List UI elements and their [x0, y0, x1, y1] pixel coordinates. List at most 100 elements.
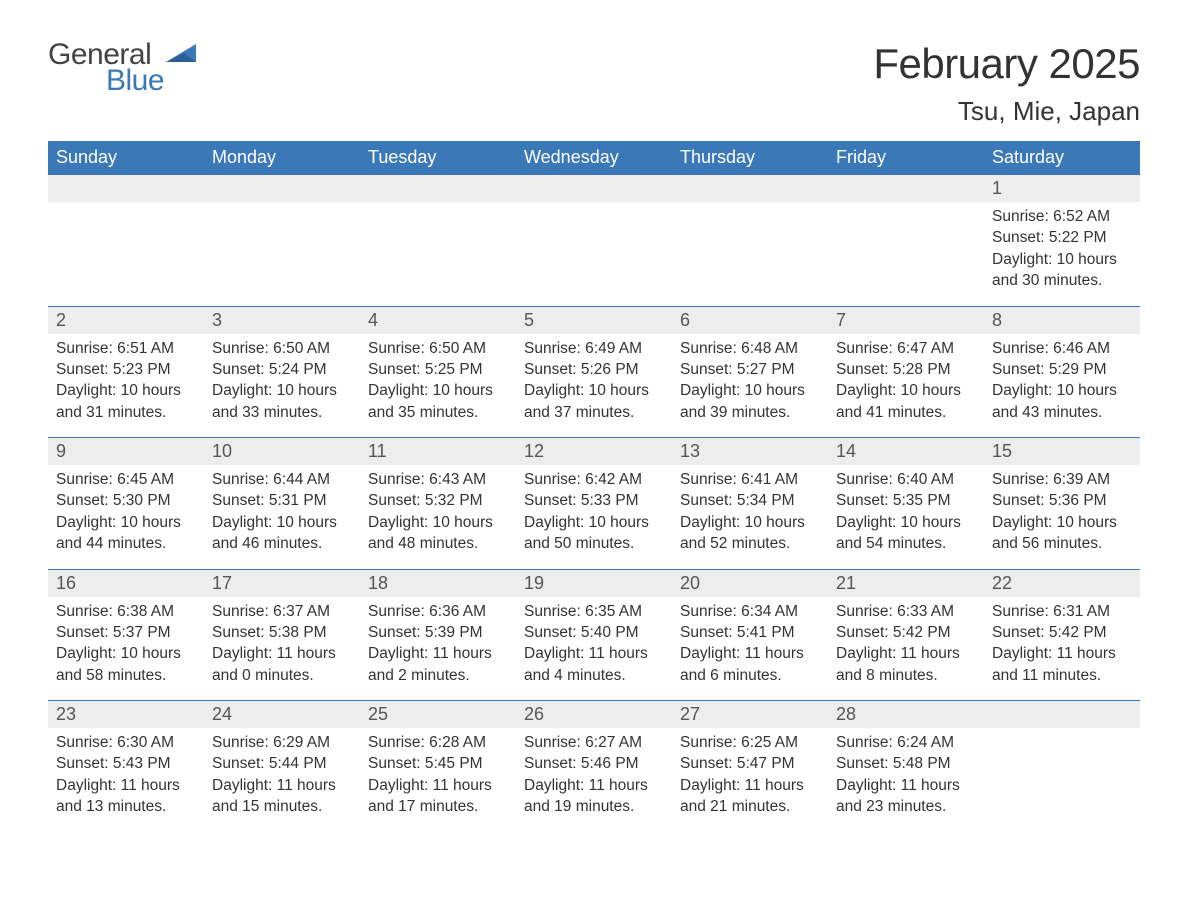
- month-title: February 2025: [873, 40, 1140, 88]
- day-cell: 17 Sunrise: 6:37 AMSunset: 5:38 PMDayligh…: [204, 570, 360, 701]
- sunset-text: Sunset: 5:26 PM: [524, 359, 664, 380]
- sunrise-text: Sunrise: 6:40 AM: [836, 469, 976, 490]
- weekday-label: Monday: [204, 141, 360, 175]
- daylight-text: Daylight: 11 hours and 4 minutes.: [524, 643, 664, 686]
- day-number: 7: [828, 307, 984, 334]
- day-details: Sunrise: 6:50 AMSunset: 5:24 PMDaylight:…: [212, 338, 352, 424]
- day-number: 14: [828, 438, 984, 465]
- daylight-text: Daylight: 11 hours and 8 minutes.: [836, 643, 976, 686]
- day-number: 16: [48, 570, 204, 597]
- day-details: Sunrise: 6:47 AMSunset: 5:28 PMDaylight:…: [836, 338, 976, 424]
- sunrise-text: Sunrise: 6:28 AM: [368, 732, 508, 753]
- week-row: 9 Sunrise: 6:45 AMSunset: 5:30 PMDaylight…: [48, 437, 1140, 569]
- week-row: 16Sunrise: 6:38 AMSunset: 5:37 PMDayligh…: [48, 569, 1140, 701]
- day-cell: 18Sunrise: 6:36 AMSunset: 5:39 PMDayligh…: [360, 570, 516, 701]
- weekday-label: Tuesday: [360, 141, 516, 175]
- day-number: [828, 175, 984, 202]
- day-cell: [48, 175, 204, 306]
- day-number: 17: [204, 570, 360, 597]
- day-number: 10: [204, 438, 360, 465]
- sunset-text: Sunset: 5:22 PM: [992, 227, 1132, 248]
- week-row: 23Sunrise: 6:30 AMSunset: 5:43 PMDayligh…: [48, 700, 1140, 832]
- sunrise-text: Sunrise: 6:51 AM: [56, 338, 196, 359]
- day-details: Sunrise: 6:37 AMSunset: 5:38 PMDaylight:…: [212, 601, 352, 687]
- day-cell: 13Sunrise: 6:41 AMSunset: 5:34 PMDayligh…: [672, 438, 828, 569]
- daylight-text: Daylight: 11 hours and 21 minutes.: [680, 775, 820, 818]
- sunset-text: Sunset: 5:37 PM: [56, 622, 196, 643]
- daylight-text: Daylight: 11 hours and 19 minutes.: [524, 775, 664, 818]
- sunset-text: Sunset: 5:46 PM: [524, 753, 664, 774]
- daylight-text: Daylight: 10 hours and 39 minutes.: [680, 380, 820, 423]
- sunrise-text: Sunrise: 6:49 AM: [524, 338, 664, 359]
- day-number: 24: [204, 701, 360, 728]
- weekday-label: Thursday: [672, 141, 828, 175]
- weekday-label: Sunday: [48, 141, 204, 175]
- sunset-text: Sunset: 5:42 PM: [836, 622, 976, 643]
- daylight-text: Daylight: 10 hours and 33 minutes.: [212, 380, 352, 423]
- day-details: Sunrise: 6:39 AMSunset: 5:36 PMDaylight:…: [992, 469, 1132, 555]
- sunrise-text: Sunrise: 6:45 AM: [56, 469, 196, 490]
- day-cell: 28Sunrise: 6:24 AMSunset: 5:48 PMDayligh…: [828, 701, 984, 832]
- sunset-text: Sunset: 5:48 PM: [836, 753, 976, 774]
- daylight-text: Daylight: 10 hours and 44 minutes.: [56, 512, 196, 555]
- day-cell: [204, 175, 360, 306]
- logo-line2: Blue: [106, 66, 164, 96]
- daylight-text: Daylight: 10 hours and 30 minutes.: [992, 249, 1132, 292]
- sunset-text: Sunset: 5:38 PM: [212, 622, 352, 643]
- sunrise-text: Sunrise: 6:33 AM: [836, 601, 976, 622]
- sunset-text: Sunset: 5:39 PM: [368, 622, 508, 643]
- sunset-text: Sunset: 5:35 PM: [836, 490, 976, 511]
- day-number: 15: [984, 438, 1140, 465]
- day-details: Sunrise: 6:48 AMSunset: 5:27 PMDaylight:…: [680, 338, 820, 424]
- daylight-text: Daylight: 11 hours and 17 minutes.: [368, 775, 508, 818]
- daylight-text: Daylight: 10 hours and 56 minutes.: [992, 512, 1132, 555]
- day-details: Sunrise: 6:45 AMSunset: 5:30 PMDaylight:…: [56, 469, 196, 555]
- title-block: February 2025 Tsu, Mie, Japan: [873, 40, 1140, 127]
- day-cell: 7 Sunrise: 6:47 AMSunset: 5:28 PMDaylight…: [828, 307, 984, 438]
- daylight-text: Daylight: 10 hours and 50 minutes.: [524, 512, 664, 555]
- day-number: 20: [672, 570, 828, 597]
- day-details: Sunrise: 6:51 AMSunset: 5:23 PMDaylight:…: [56, 338, 196, 424]
- day-cell: 1 Sunrise: 6:52 AMSunset: 5:22 PMDaylight…: [984, 175, 1140, 306]
- sunset-text: Sunset: 5:25 PM: [368, 359, 508, 380]
- day-details: Sunrise: 6:31 AMSunset: 5:42 PMDaylight:…: [992, 601, 1132, 687]
- sunrise-text: Sunrise: 6:35 AM: [524, 601, 664, 622]
- sunset-text: Sunset: 5:36 PM: [992, 490, 1132, 511]
- day-cell: 16Sunrise: 6:38 AMSunset: 5:37 PMDayligh…: [48, 570, 204, 701]
- day-number: [360, 175, 516, 202]
- day-details: Sunrise: 6:50 AMSunset: 5:25 PMDaylight:…: [368, 338, 508, 424]
- day-cell: 14 Sunrise: 6:40 AMSunset: 5:35 PMDayligh…: [828, 438, 984, 569]
- sunrise-text: Sunrise: 6:50 AM: [368, 338, 508, 359]
- sunset-text: Sunset: 5:32 PM: [368, 490, 508, 511]
- daylight-text: Daylight: 10 hours and 46 minutes.: [212, 512, 352, 555]
- sunset-text: Sunset: 5:29 PM: [992, 359, 1132, 380]
- sunset-text: Sunset: 5:23 PM: [56, 359, 196, 380]
- daylight-text: Daylight: 11 hours and 2 minutes.: [368, 643, 508, 686]
- day-number: 18: [360, 570, 516, 597]
- day-cell: 24Sunrise: 6:29 AMSunset: 5:44 PMDayligh…: [204, 701, 360, 832]
- day-cell: 3Sunrise: 6:50 AMSunset: 5:24 PMDaylight…: [204, 307, 360, 438]
- day-details: Sunrise: 6:33 AMSunset: 5:42 PMDaylight:…: [836, 601, 976, 687]
- sunrise-text: Sunrise: 6:52 AM: [992, 206, 1132, 227]
- day-details: Sunrise: 6:28 AMSunset: 5:45 PMDaylight:…: [368, 732, 508, 818]
- weekday-label: Saturday: [984, 141, 1140, 175]
- day-cell: 21Sunrise: 6:33 AMSunset: 5:42 PMDayligh…: [828, 570, 984, 701]
- weekday-header: Sunday Monday Tuesday Wednesday Thursday…: [48, 141, 1140, 175]
- day-number: 5: [516, 307, 672, 334]
- sunset-text: Sunset: 5:27 PM: [680, 359, 820, 380]
- day-cell: 6Sunrise: 6:48 AMSunset: 5:27 PMDaylight…: [672, 307, 828, 438]
- header-row: General Blue February 2025 Tsu, Mie, Jap…: [48, 40, 1140, 127]
- sunrise-text: Sunrise: 6:34 AM: [680, 601, 820, 622]
- sunrise-text: Sunrise: 6:46 AM: [992, 338, 1132, 359]
- day-cell: 10Sunrise: 6:44 AMSunset: 5:31 PMDayligh…: [204, 438, 360, 569]
- day-cell: 11Sunrise: 6:43 AMSunset: 5:32 PMDayligh…: [360, 438, 516, 569]
- day-number: 25: [360, 701, 516, 728]
- day-details: Sunrise: 6:40 AMSunset: 5:35 PMDaylight:…: [836, 469, 976, 555]
- sunset-text: Sunset: 5:45 PM: [368, 753, 508, 774]
- day-number: 4: [360, 307, 516, 334]
- sunrise-text: Sunrise: 6:47 AM: [836, 338, 976, 359]
- day-cell: [516, 175, 672, 306]
- day-number: 1: [984, 175, 1140, 202]
- day-number: 9: [48, 438, 204, 465]
- daylight-text: Daylight: 10 hours and 35 minutes.: [368, 380, 508, 423]
